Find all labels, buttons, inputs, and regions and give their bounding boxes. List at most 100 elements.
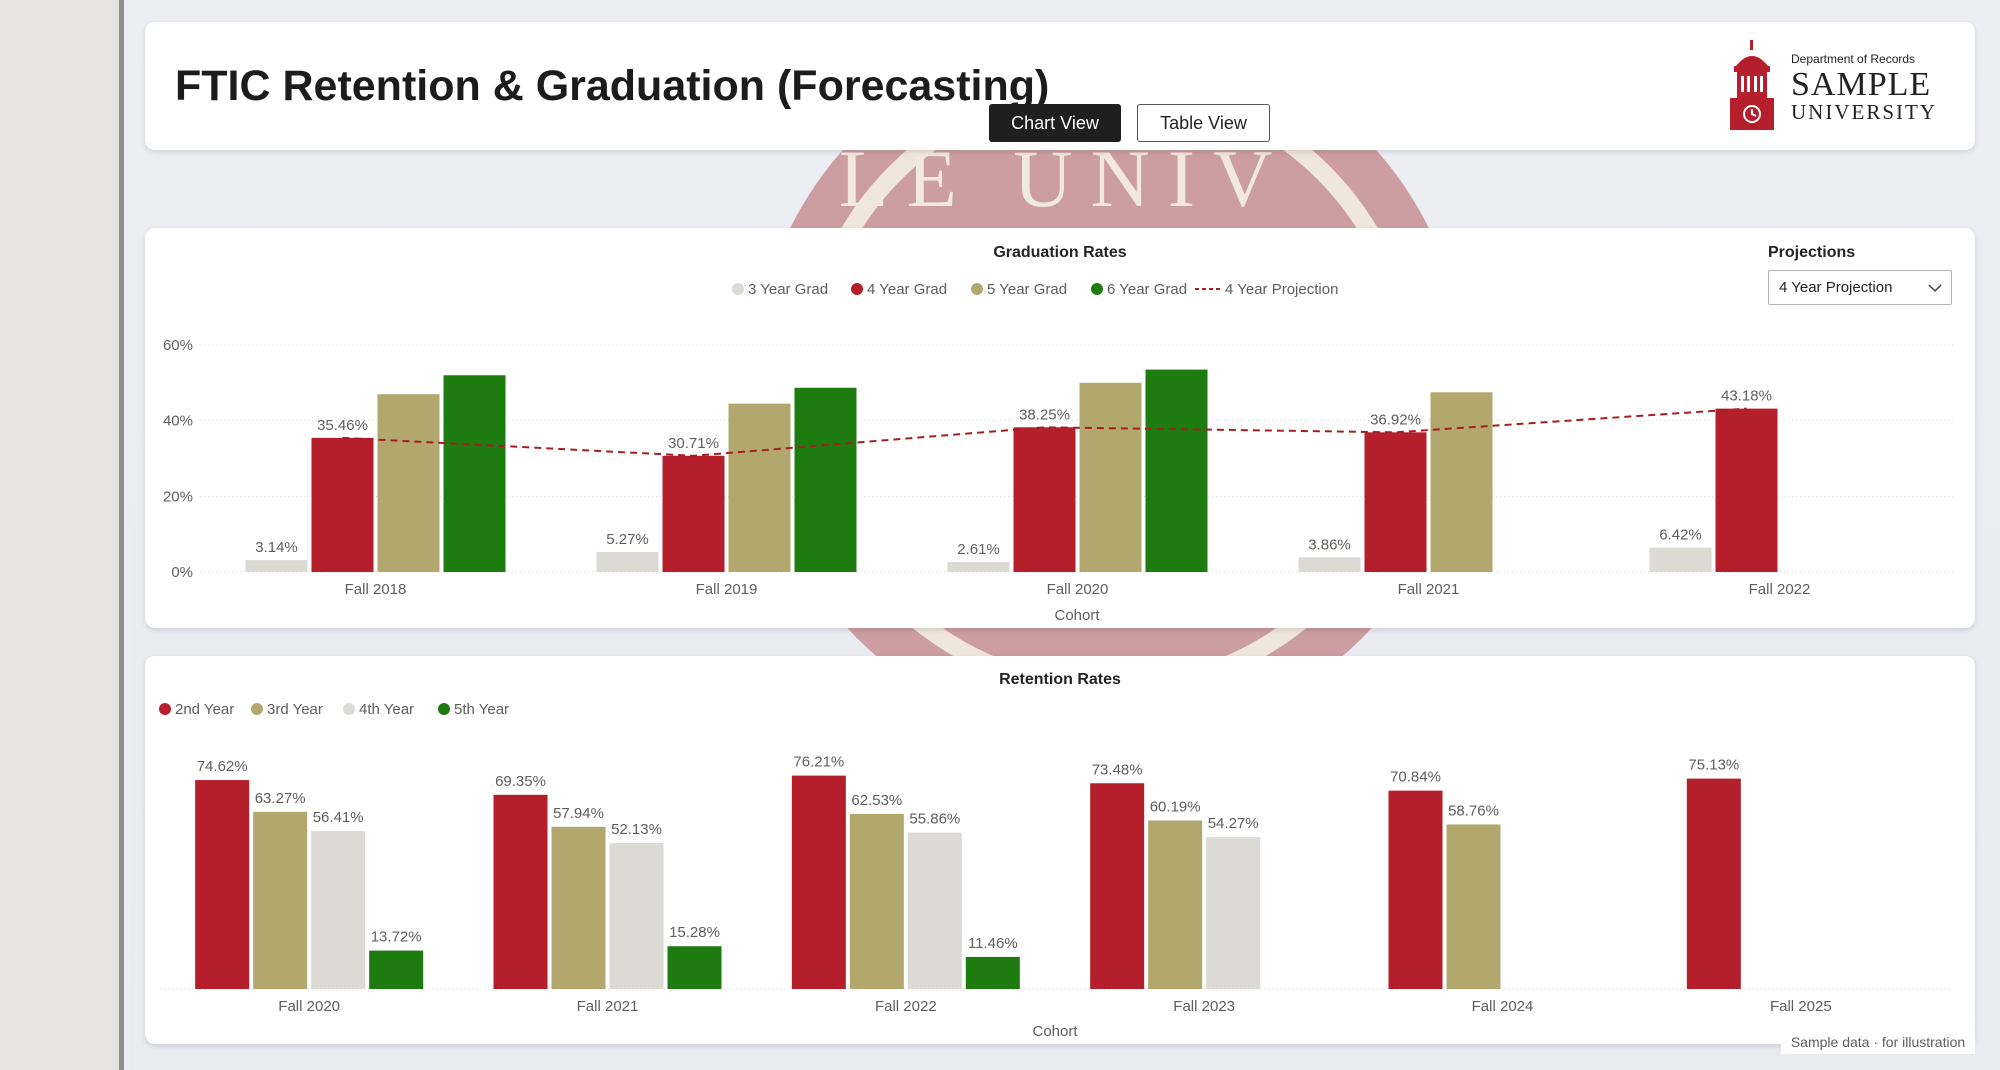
bar-3rd-year[interactable] (1148, 820, 1203, 989)
bar-4th-year[interactable] (311, 831, 366, 989)
data-label: 5.27% (606, 531, 649, 548)
bar-4-year-grad[interactable] (1013, 427, 1076, 572)
bar-4th-year[interactable] (907, 832, 962, 989)
data-label: 74.62% (197, 758, 248, 775)
bar-5th-year[interactable] (369, 950, 424, 989)
projection-line (342, 407, 1747, 457)
bar-3rd-year[interactable] (551, 826, 606, 989)
legend-entry: 4th Year (359, 701, 414, 718)
data-label: 70.84% (1390, 769, 1441, 786)
retention-rates-chart: Retention Rates 2nd Year 3rd Year 4th Year 5… (159, 671, 1950, 1040)
legend-marker (1091, 283, 1103, 295)
table-view-button[interactable]: Table View (1137, 104, 1270, 142)
x-tick-label: Fall 2021 (577, 998, 639, 1015)
bar-5-year-grad[interactable] (1430, 392, 1493, 572)
data-label: 52.13% (611, 821, 662, 838)
graduation-rates-chart: Graduation Rates 3 Year Grad 4 Year Grad 5 … (163, 244, 1955, 624)
projection-label: 35.46% (317, 417, 368, 434)
legend-marker (159, 703, 171, 715)
data-label: 3.14% (255, 539, 298, 556)
y-tick-label: 20% (163, 488, 193, 505)
bar-3rd-year[interactable] (849, 813, 904, 989)
bar-2nd-year[interactable] (195, 780, 250, 989)
logo-name-line1: SAMPLE (1791, 66, 1932, 103)
bar-5-year-grad[interactable] (1079, 382, 1142, 572)
x-tick-label: Fall 2018 (345, 581, 407, 598)
legend-marker (971, 283, 983, 295)
legend-entry: 2nd Year (175, 701, 234, 718)
bar-2nd-year[interactable] (493, 794, 548, 989)
data-label: 75.13% (1688, 757, 1739, 774)
data-label: 76.21% (793, 754, 844, 771)
legend-entry: 5th Year (454, 701, 509, 718)
bar-6-year-grad[interactable] (443, 375, 506, 572)
x-tick-label: Fall 2019 (696, 581, 758, 598)
projection-label: 30.71% (668, 435, 719, 452)
bar-3rd-year[interactable] (253, 811, 308, 989)
bar-3-year-grad[interactable] (1298, 557, 1361, 572)
legend-entry: 5 Year Grad (987, 281, 1067, 298)
x-tick-label: Fall 2020 (278, 998, 340, 1015)
x-axis-title: Cohort (1054, 607, 1100, 624)
chart-view-button[interactable]: Chart View (989, 104, 1121, 142)
data-label: 55.86% (909, 811, 960, 828)
bar-5-year-grad[interactable] (728, 403, 791, 572)
legend-entry: 4 Year Grad (867, 281, 947, 298)
chevron-down-icon (1928, 284, 1942, 293)
bar-5th-year[interactable] (667, 946, 722, 989)
x-tick-label: Fall 2022 (875, 998, 937, 1015)
legend-marker (732, 283, 744, 295)
bar-6-year-grad[interactable] (1145, 369, 1208, 572)
bar-3-year-grad[interactable] (1649, 547, 1712, 572)
projections-selected-value: 4 Year Projection (1779, 279, 1893, 296)
projections-dropdown[interactable]: 4 Year Projection (1768, 270, 1952, 305)
data-label: 58.76% (1448, 802, 1499, 819)
bar-3-year-grad[interactable] (596, 552, 659, 572)
y-tick-label: 0% (171, 564, 193, 581)
data-label: 13.72% (371, 929, 422, 946)
bar-2nd-year[interactable] (1388, 790, 1443, 989)
bar-5th-year[interactable] (965, 956, 1020, 989)
data-label: 63.27% (255, 790, 306, 807)
bar-6-year-grad[interactable] (794, 387, 857, 572)
clock-tower-icon (1730, 40, 1774, 130)
data-label: 73.48% (1092, 761, 1143, 778)
retention-rates-card: Retention Rates 2nd Year 3rd Year 4th Year 5… (145, 656, 1975, 1044)
university-logo: Department of Records SAMPLE UNIVERSITY (1728, 34, 1968, 138)
bar-4-year-grad[interactable] (311, 437, 374, 572)
projections-label: Projections (1768, 244, 1856, 261)
bar-4-year-grad[interactable] (1364, 432, 1427, 572)
bar-3-year-grad[interactable] (245, 560, 308, 572)
x-tick-label: Fall 2021 (1398, 581, 1460, 598)
data-label: 11.46% (968, 935, 1018, 952)
data-label: 60.19% (1150, 798, 1201, 815)
footnote: Sample data · for illustration (1781, 1030, 1975, 1054)
x-tick-label: Fall 2024 (1472, 998, 1534, 1015)
bar-5-year-grad[interactable] (377, 394, 440, 572)
x-tick-label: Fall 2020 (1047, 581, 1109, 598)
data-label: 3.86% (1308, 536, 1351, 553)
legend-entry: 4 Year Projection (1225, 281, 1338, 298)
bar-3-year-grad[interactable] (947, 562, 1010, 572)
bar-4th-year[interactable] (609, 843, 664, 989)
chart-title: Retention Rates (999, 671, 1121, 688)
data-label: 69.35% (495, 773, 546, 790)
bar-4-year-grad[interactable] (662, 455, 725, 572)
bar-4-year-grad[interactable] (1715, 408, 1778, 572)
left-rail (0, 0, 124, 1070)
x-tick-label: Fall 2025 (1770, 998, 1832, 1015)
logo-department: Department of Records (1791, 52, 1916, 66)
logo-name-line2: UNIVERSITY (1791, 100, 1937, 124)
header-card: FTIC Retention & Graduation (Forecasting… (145, 22, 1975, 150)
graduation-rates-card: Graduation Rates 3 Year Grad 4 Year Grad 5 … (145, 228, 1975, 628)
data-label: 43.18% (1721, 388, 1772, 405)
x-axis-title: Cohort (1032, 1023, 1078, 1040)
bar-2nd-year[interactable] (791, 775, 846, 989)
x-tick-label: Fall 2022 (1749, 581, 1811, 598)
legend-marker (251, 703, 263, 715)
bar-4th-year[interactable] (1206, 837, 1261, 989)
bar-2nd-year[interactable] (1686, 778, 1741, 989)
bar-2nd-year[interactable] (1090, 783, 1145, 989)
legend-entry: 3 Year Grad (748, 281, 828, 298)
bar-3rd-year[interactable] (1446, 824, 1501, 989)
